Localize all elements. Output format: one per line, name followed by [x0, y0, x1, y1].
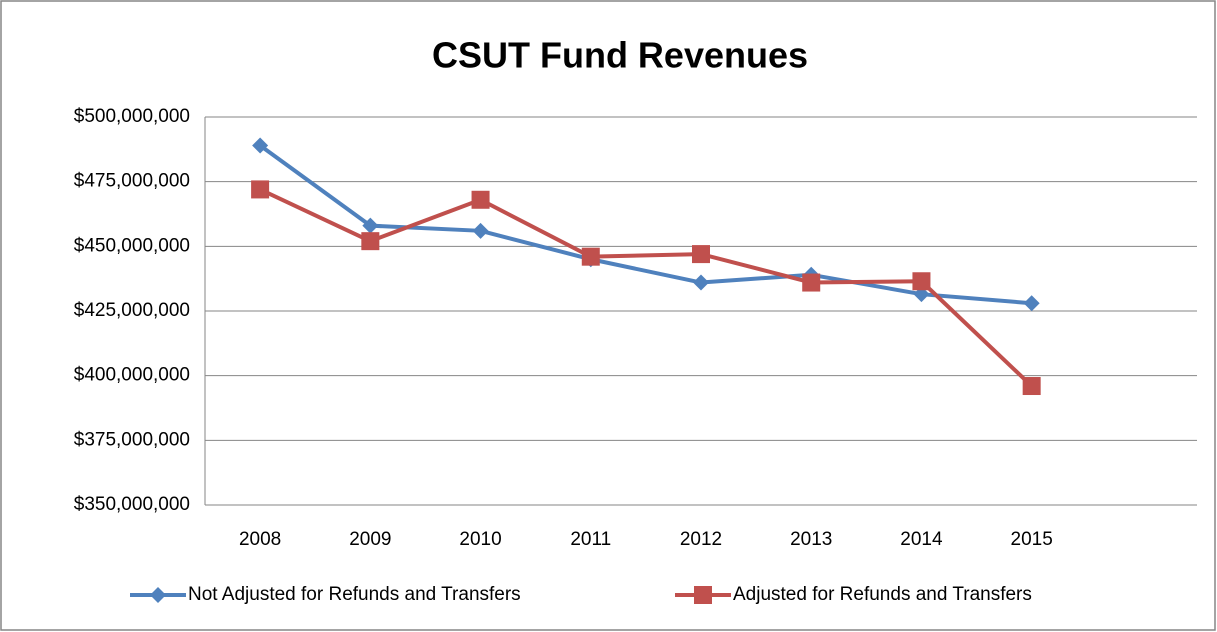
marker [693, 274, 709, 291]
x-tick-label: 2010 [459, 529, 501, 550]
marker [252, 137, 269, 154]
y-tick-label: $475,000,000 [74, 171, 190, 192]
y-tick-label: $375,000,000 [74, 429, 190, 450]
series-line [258, 143, 1032, 306]
y-tick-label: $400,000,000 [74, 365, 190, 386]
marker [471, 190, 490, 209]
y-tick-label: $350,000,000 [74, 494, 190, 515]
x-tick-label: 2012 [680, 529, 722, 550]
legend-marker [150, 587, 166, 603]
legend-marker [694, 586, 712, 604]
legend-label: Adjusted for Refunds and Transfers [733, 584, 1032, 605]
x-tick-label: 2013 [790, 529, 832, 550]
marker [361, 232, 380, 251]
y-tick-label: $450,000,000 [74, 235, 190, 256]
x-tick-label: 2011 [570, 529, 611, 550]
marker [802, 273, 821, 292]
x-tick-label: 2015 [1011, 529, 1053, 550]
marker [692, 245, 710, 264]
y-tick-label: $425,000,000 [74, 300, 190, 321]
y-tick-label: $500,000,000 [74, 106, 190, 127]
marker [251, 180, 270, 199]
x-tick-label: 2008 [239, 529, 281, 550]
marker [1022, 377, 1041, 396]
marker [472, 222, 489, 239]
legend-label: Not Adjusted for Refunds and Transfers [188, 584, 521, 605]
marker [912, 272, 931, 291]
marker [581, 247, 600, 266]
marker [1023, 295, 1040, 312]
x-tick-label: 2009 [349, 529, 391, 550]
x-tick-label: 2014 [900, 529, 943, 550]
marker [362, 217, 379, 234]
series-line [259, 187, 1034, 388]
chart-title: CSUT Fund Revenues [432, 35, 808, 76]
